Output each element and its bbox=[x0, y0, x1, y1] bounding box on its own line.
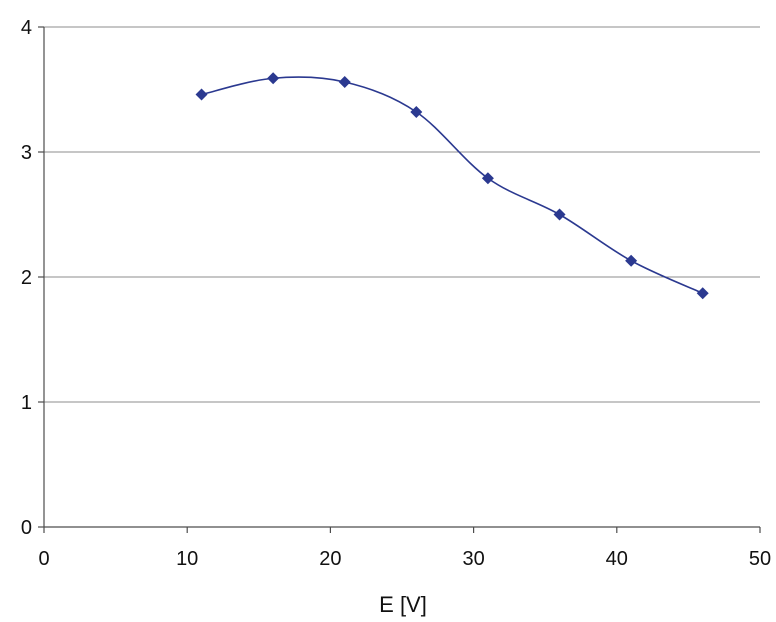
y-tick-label-3: 3 bbox=[21, 142, 32, 164]
y-tick-label-1: 1 bbox=[21, 392, 32, 414]
grid-lines bbox=[44, 26, 760, 403]
data-point-2 bbox=[267, 72, 280, 85]
axes bbox=[38, 26, 761, 533]
x-tick-label-0: 0 bbox=[38, 548, 49, 570]
data-markers bbox=[195, 72, 709, 300]
data-point-7 bbox=[625, 254, 638, 267]
y-tick-label-0: 0 bbox=[21, 517, 32, 539]
x-tick-label-10: 10 bbox=[176, 548, 198, 570]
data-point-3 bbox=[338, 76, 351, 88]
data-point-1 bbox=[195, 88, 208, 101]
data-point-4 bbox=[410, 106, 423, 118]
y-tick-label-2: 2 bbox=[21, 267, 32, 289]
data-point-6 bbox=[553, 208, 566, 221]
x-tick-label-30: 30 bbox=[462, 548, 484, 570]
x-tick-label-20: 20 bbox=[319, 548, 341, 570]
y-tick-label-4: 4 bbox=[21, 17, 32, 39]
data-point-5 bbox=[481, 172, 494, 185]
x-axis-title: E [V] bbox=[379, 592, 427, 617]
series-line bbox=[201, 76, 704, 294]
data-point-8 bbox=[696, 287, 709, 300]
x-tick-label-50: 50 bbox=[749, 548, 771, 570]
x-tick-label-40: 40 bbox=[606, 548, 628, 570]
